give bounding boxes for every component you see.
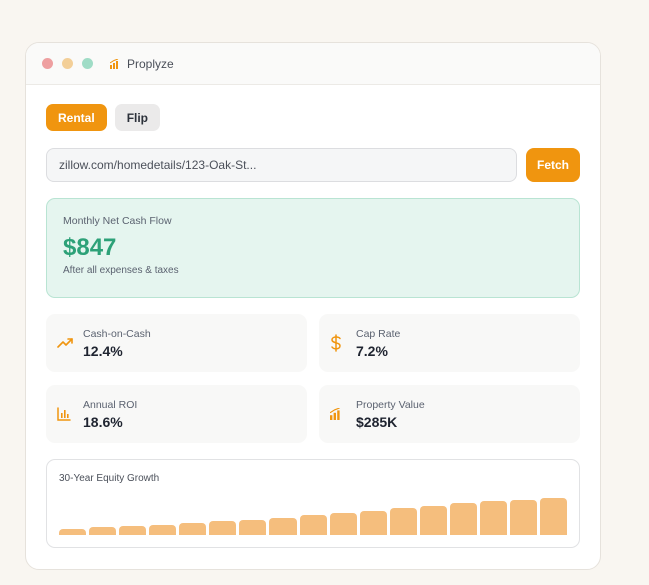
tab-flip[interactable]: Flip [114,104,161,131]
equity-growth-title: 30-Year Equity Growth [59,473,160,484]
dollar-icon [330,334,354,352]
metric-annual-roi: Annual ROI 18.6% [46,385,307,443]
cash-flow-value: $847 [63,234,117,261]
equity-bar [209,521,237,535]
maximize-window-button[interactable] [82,58,93,69]
equity-bar [419,506,447,535]
equity-growth-card: 30-Year Equity Growth [46,459,580,548]
equity-bar [89,527,117,535]
bar-chart-icon [57,407,81,421]
tab-rental[interactable]: Rental [46,104,107,131]
metric-cash-on-cash: Cash-on-Cash 12.4% [46,314,307,372]
equity-bar [359,511,387,535]
minimize-window-button[interactable] [62,58,73,69]
fetch-button[interactable]: Fetch [526,148,580,182]
metric-value: $285K [356,413,398,430]
mode-tabs: Rental Flip [46,104,580,131]
cash-flow-card: Monthly Net Cash Flow $847 After all exp… [46,198,580,298]
equity-bar [329,513,357,535]
trending-up-icon [57,337,81,349]
listing-url-input[interactable]: zillow.com/homedetails/123-Oak-St... [46,148,517,182]
equity-bar [479,501,507,535]
cash-flow-subtext: After all expenses & taxes [63,265,179,276]
equity-bar [299,515,327,535]
equity-bar [119,526,147,535]
equity-bar [269,518,297,535]
title-bar: Proplyze [26,43,600,85]
app-title: Proplyze [127,56,174,71]
cash-flow-label: Monthly Net Cash Flow [63,215,172,227]
metric-label: Annual ROI [83,398,138,411]
metric-label: Cap Rate [356,327,401,340]
equity-bar [149,525,177,535]
equity-growth-bars [59,491,568,535]
equity-bar [239,520,267,535]
equity-bar [540,498,568,535]
app-window: Proplyze Rental Flip zillow.com/homedeta… [25,42,601,570]
metric-value: 7.2% [356,342,388,359]
equity-bar [509,500,537,535]
metrics-grid: Cash-on-Cash 12.4% Cap Rate 7.2% [46,314,580,443]
metric-label: Property Value [356,398,425,411]
metric-value: 12.4% [83,342,123,359]
metric-label: Cash-on-Cash [83,327,151,340]
metric-cap-rate: Cap Rate 7.2% [319,314,580,372]
metric-property-value: Property Value $285K [319,385,580,443]
equity-bar [389,508,417,535]
chart-logo-icon [110,58,120,69]
metric-value: 18.6% [83,413,123,430]
equity-bar [179,523,207,535]
equity-bar [59,529,87,535]
close-window-button[interactable] [42,58,53,69]
chart-logo-icon [330,408,354,420]
equity-bar [449,503,477,535]
